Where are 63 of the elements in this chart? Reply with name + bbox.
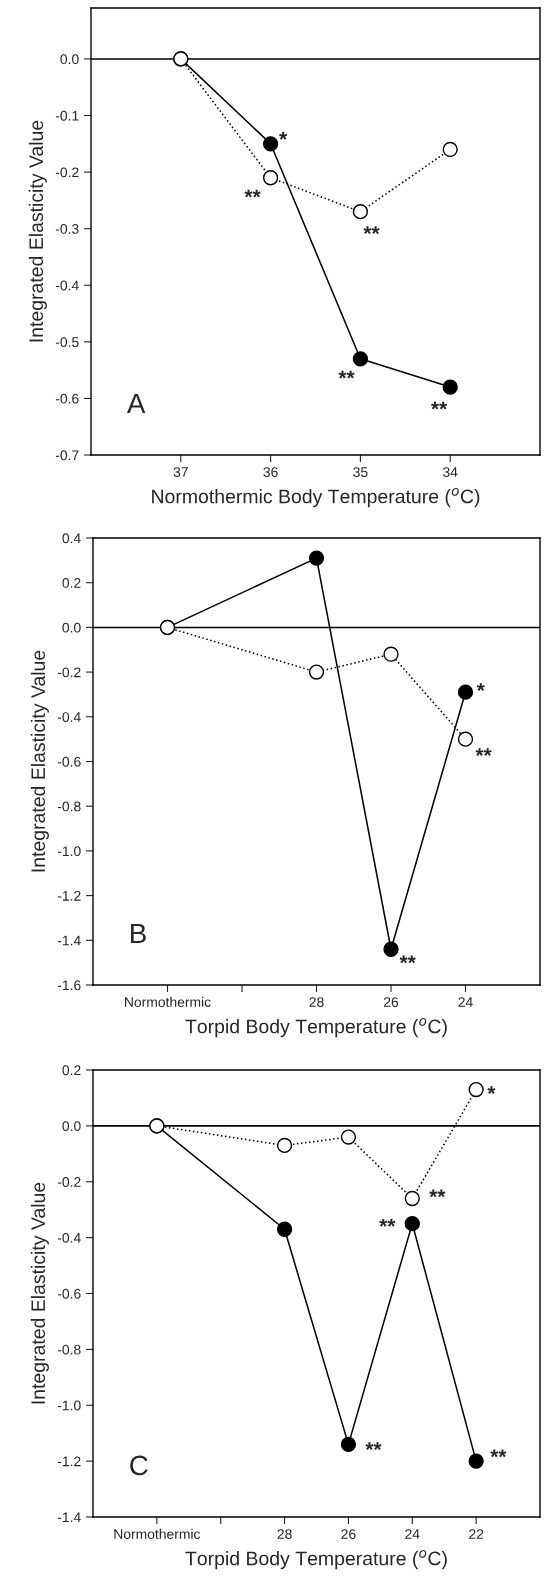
annotation: * bbox=[476, 683, 485, 692]
x-tick-label: 26 bbox=[383, 997, 399, 1008]
y-tick-label: -0.8 bbox=[57, 801, 81, 812]
y-tick-label: 0.4 bbox=[62, 533, 81, 544]
y-tick-label: -1.0 bbox=[57, 1400, 81, 1411]
y-tick-label: -0.6 bbox=[57, 1288, 81, 1299]
y-tick-label: -1.4 bbox=[57, 935, 81, 946]
y-tick-label: 0.2 bbox=[62, 578, 81, 588]
y-tick-label: 0.0 bbox=[60, 54, 79, 65]
y-tick-label: 0.0 bbox=[62, 622, 81, 633]
x-tick-label: 22 bbox=[469, 1529, 484, 1539]
y-tick-label: -1.2 bbox=[57, 1456, 81, 1467]
x-tick-label: Normothermic bbox=[125, 996, 211, 1008]
annotation: A bbox=[126, 393, 146, 414]
y-tick-label: -0.4 bbox=[55, 280, 79, 291]
annotation: ** bbox=[490, 1449, 507, 1458]
annotation: ** bbox=[475, 748, 492, 757]
x-tick-label: Normothermic bbox=[114, 1528, 201, 1540]
x-tick-label: 35 bbox=[353, 467, 368, 478]
annotation: ** bbox=[244, 189, 261, 198]
y-tick-label: 0.0 bbox=[62, 1121, 81, 1132]
x-tick-label: 24 bbox=[458, 997, 473, 1007]
annotation: ** bbox=[431, 401, 448, 410]
x-tick-label: 28 bbox=[277, 1529, 292, 1540]
annotation: * bbox=[279, 132, 288, 140]
y-tick-label: -0.2 bbox=[57, 667, 81, 678]
y-tick-label: 0.2 bbox=[62, 1065, 81, 1076]
y-tick-label: -0.5 bbox=[55, 337, 79, 347]
y-tick-label: -0.6 bbox=[57, 756, 81, 767]
y-tick-label: -0.4 bbox=[57, 712, 81, 722]
y-tick-label: -1.6 bbox=[57, 980, 81, 991]
y-tick-label: -0.2 bbox=[55, 167, 79, 178]
annotation: ** bbox=[338, 370, 355, 379]
y-tick-label: -1.2 bbox=[57, 890, 81, 901]
y-tick-label: -0.7 bbox=[55, 450, 79, 461]
y-tick-label: -0.4 bbox=[57, 1232, 81, 1243]
x-tick-label: 36 bbox=[263, 467, 278, 478]
annotation: C bbox=[130, 1455, 148, 1476]
x-tick-label: 34 bbox=[443, 467, 458, 478]
y-tick-label: -1.0 bbox=[57, 846, 81, 857]
x-axis-title: Torpid Body Temperature ($^{o}$C) bbox=[185, 1550, 447, 1570]
annotation: ** bbox=[399, 955, 416, 964]
y-tick-label: -0.8 bbox=[57, 1344, 81, 1355]
x-tick-label: 26 bbox=[341, 1529, 356, 1540]
annotation: B bbox=[131, 923, 146, 944]
annotation: ** bbox=[429, 1189, 446, 1198]
x-tick-label: 37 bbox=[173, 467, 188, 478]
x-axis-title: Torpid Body Temperature ($^{o}$C) bbox=[185, 1018, 447, 1038]
y-axis-title: Integrated Elasticity Value bbox=[30, 1182, 49, 1404]
x-tick-label: 24 bbox=[405, 1529, 420, 1539]
x-axis-title: Normothermic Body Temperature ($^{o}$C) bbox=[152, 488, 480, 508]
y-axis-title: Integrated Elasticity Value bbox=[28, 120, 47, 342]
annotation: * bbox=[487, 1086, 496, 1094]
y-tick-label: -0.3 bbox=[55, 224, 79, 234]
y-tick-label: -0.2 bbox=[57, 1177, 81, 1187]
y-tick-label: -0.6 bbox=[55, 393, 79, 404]
annotation: ** bbox=[365, 1442, 382, 1451]
y-tick-label: -1.4 bbox=[57, 1512, 81, 1523]
x-tick-label: 28 bbox=[309, 997, 324, 1008]
y-axis-title: Integrated Elasticity Value bbox=[30, 650, 49, 872]
annotation: ** bbox=[363, 226, 380, 235]
annotation: ** bbox=[379, 1218, 396, 1227]
y-tick-label: -0.1 bbox=[55, 110, 79, 121]
